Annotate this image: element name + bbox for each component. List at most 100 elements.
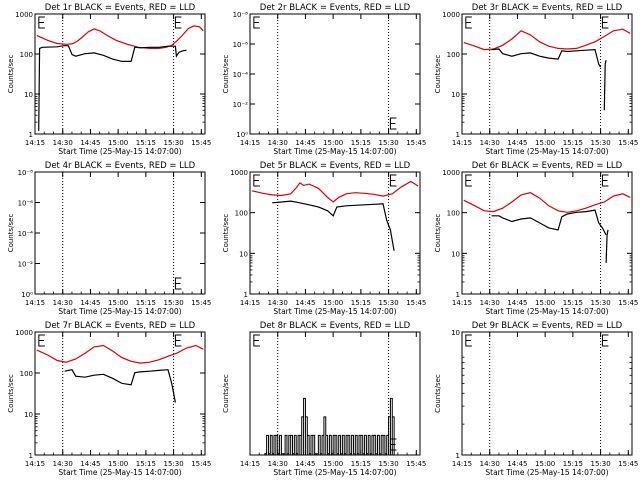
series-events-line bbox=[605, 229, 609, 263]
y-tick-label: 1000 bbox=[442, 169, 460, 177]
panel-title: Det 7r BLACK = Events, RED = LLD bbox=[45, 321, 196, 331]
x-tick-label: 15:30 bbox=[378, 299, 398, 307]
x-tick-label: 15:30 bbox=[163, 460, 183, 468]
y-axis-label: Counts/sec bbox=[434, 55, 442, 94]
y-tick-label: 1 bbox=[456, 291, 460, 299]
y-axis-label: Counts/sec bbox=[222, 214, 230, 253]
y-tick-label: 10 bbox=[451, 250, 460, 258]
e-marker bbox=[465, 334, 472, 347]
plot-frame bbox=[34, 13, 206, 135]
y-tick-label: 10⁻⁸ bbox=[18, 169, 34, 177]
y-tick-label: 10⁰ bbox=[21, 291, 33, 299]
plot-frame bbox=[461, 13, 633, 135]
x-tick-label: 15:15 bbox=[136, 299, 156, 307]
y-tick-label: 10⁻² bbox=[233, 101, 249, 109]
e-marker bbox=[465, 174, 472, 187]
panel-det-7: Det 7r BLACK = Events, RED = LLD 1 10 100 10… bbox=[7, 321, 211, 477]
x-tick-label: 14:15 bbox=[452, 460, 472, 468]
e-marker bbox=[465, 16, 472, 29]
y-tick-label: 1 bbox=[456, 131, 460, 139]
x-tick-label: 14:45 bbox=[295, 139, 315, 147]
series-events-line bbox=[64, 369, 176, 403]
x-tick-label: 14:30 bbox=[268, 139, 288, 147]
x-tick-label: 15:45 bbox=[191, 460, 211, 468]
x-tick-label: 15:45 bbox=[618, 460, 638, 468]
x-tick-label: 15:45 bbox=[191, 139, 211, 147]
e-marker bbox=[389, 117, 397, 130]
e-marker bbox=[174, 277, 182, 290]
series-lld-line bbox=[36, 25, 204, 50]
plot-frame bbox=[461, 171, 633, 295]
series-lld-line bbox=[251, 180, 419, 203]
y-tick-label: 100 bbox=[20, 51, 33, 59]
x-tick-label: 15:45 bbox=[406, 460, 426, 468]
panel-det-4: Det 4r BLACK = Events, RED = LLD 10⁰ 10⁻² 1… bbox=[7, 161, 211, 316]
e-marker bbox=[601, 16, 609, 29]
y-tick-label: 100 bbox=[447, 51, 460, 59]
x-axis-label: Start Time (25-May-15 14:07:00) bbox=[58, 468, 181, 477]
series-events-line bbox=[491, 209, 607, 236]
y-tick-label: 100 bbox=[447, 210, 460, 218]
panel-title: Det 9r BLACK = Events, RED = LLD bbox=[472, 321, 623, 331]
y-tick-label: 1000 bbox=[15, 11, 33, 19]
y-axis-label: Counts/sec bbox=[7, 374, 15, 413]
x-tick-label: 14:45 bbox=[80, 460, 100, 468]
x-tick-label: 15:00 bbox=[108, 460, 128, 468]
x-tick-label: 14:15 bbox=[25, 299, 45, 307]
x-tick-label: 14:45 bbox=[295, 299, 315, 307]
x-tick-label: 14:15 bbox=[25, 139, 45, 147]
e-marker bbox=[601, 174, 609, 187]
e-marker bbox=[389, 438, 397, 451]
plot-frame bbox=[34, 331, 206, 456]
e-marker bbox=[389, 174, 397, 187]
x-axis-label: Start Time (25-May-15 14:07:00) bbox=[273, 468, 396, 477]
x-tick-label: 14:15 bbox=[452, 299, 472, 307]
x-tick-label: 15:15 bbox=[351, 460, 371, 468]
y-tick-label: 1000 bbox=[442, 11, 460, 19]
panel-det-6: Det 6r BLACK = Events, RED = LLD 1 10 100 10… bbox=[434, 161, 638, 316]
panel-title: Det 3r BLACK = Events, RED = LLD bbox=[472, 3, 623, 13]
y-tick-label: 100 bbox=[20, 370, 33, 378]
x-tick-label: 15:00 bbox=[323, 299, 343, 307]
panel-det-9: Det 9r BLACK = Events, RED = LLD 1 10 Count… bbox=[434, 321, 638, 477]
e-marker bbox=[601, 334, 609, 347]
e-marker bbox=[253, 16, 260, 29]
y-tick-label: 10⁰ bbox=[236, 131, 248, 139]
y-tick-label: 10⁻⁸ bbox=[233, 11, 249, 19]
x-tick-label: 14:30 bbox=[53, 139, 73, 147]
x-tick-label: 15:30 bbox=[378, 460, 398, 468]
panel-det-2: Det 2r BLACK = Events, RED = LLD 10⁰ 10⁻² 1… bbox=[222, 3, 426, 156]
y-axis-label: Counts/sec bbox=[7, 55, 15, 94]
x-tick-label: 15:00 bbox=[323, 460, 343, 468]
x-tick-label: 15:15 bbox=[563, 139, 583, 147]
y-tick-label: 1000 bbox=[15, 329, 33, 337]
x-tick-label: 15:15 bbox=[136, 139, 156, 147]
series-lld-line bbox=[463, 28, 631, 51]
x-tick-label: 15:00 bbox=[108, 299, 128, 307]
x-tick-label: 15:15 bbox=[351, 299, 371, 307]
plot-frame bbox=[249, 13, 421, 135]
x-tick-label: 15:45 bbox=[618, 299, 638, 307]
x-tick-label: 14:30 bbox=[480, 139, 500, 147]
series-events-line bbox=[272, 200, 395, 251]
e-marker bbox=[38, 16, 45, 29]
x-tick-label: 15:15 bbox=[351, 139, 371, 147]
x-tick-label: 15:00 bbox=[108, 139, 128, 147]
x-tick-label: 15:30 bbox=[378, 139, 398, 147]
y-tick-label: 10⁻⁴ bbox=[18, 230, 34, 238]
x-tick-label: 14:30 bbox=[480, 299, 500, 307]
plot-frame bbox=[249, 171, 421, 295]
series-lld-line bbox=[36, 344, 204, 364]
x-tick-label: 14:15 bbox=[240, 460, 260, 468]
panel-det-1: Det 1r BLACK = Events, RED = LLD 1 10 100 10… bbox=[7, 3, 211, 156]
series-events-line bbox=[264, 397, 395, 455]
panel-title: Det 5r BLACK = Events, RED = LLD bbox=[260, 161, 411, 171]
panel-det-3: Det 3r BLACK = Events, RED = LLD 1 10 100 10… bbox=[434, 3, 638, 156]
x-tick-label: 15:00 bbox=[535, 139, 555, 147]
x-tick-label: 14:15 bbox=[452, 139, 472, 147]
y-axis-label: Counts/sec bbox=[222, 374, 230, 413]
x-tick-label: 15:00 bbox=[323, 139, 343, 147]
series-events-line bbox=[603, 60, 607, 111]
